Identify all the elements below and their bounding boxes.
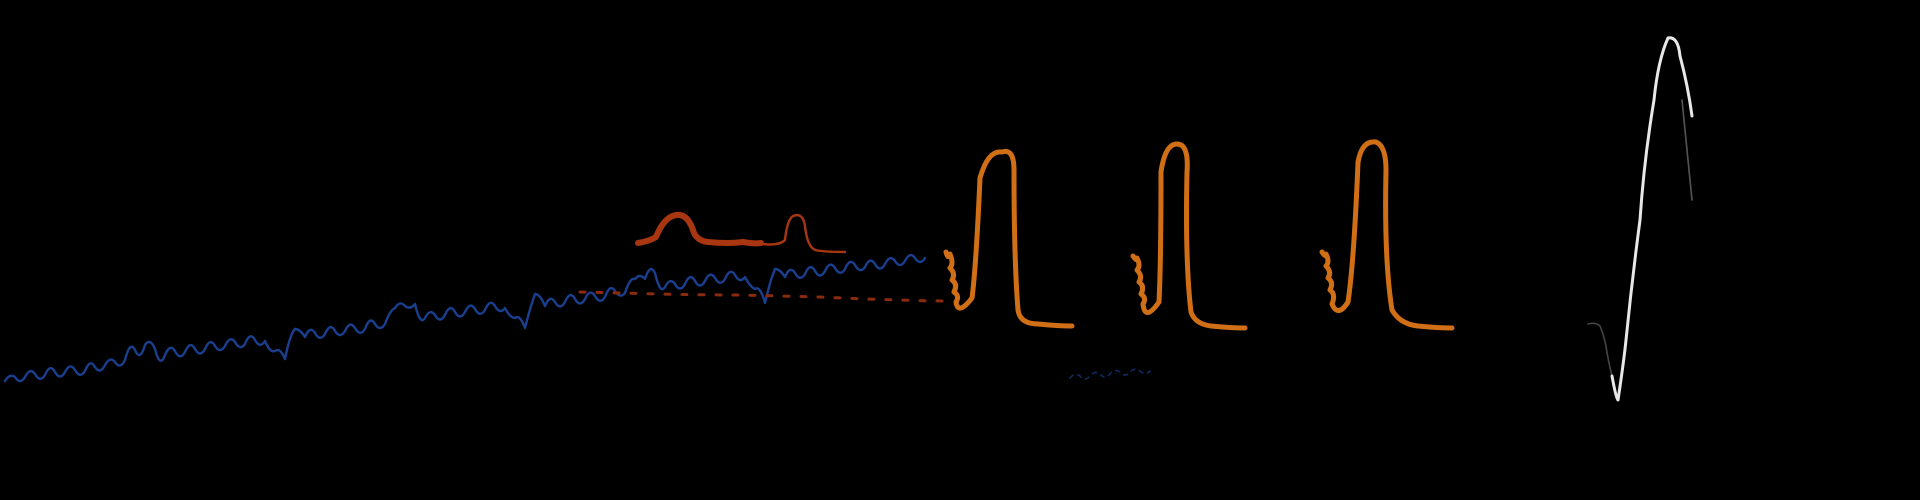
red-dashed-trail (578, 290, 952, 303)
white-spike-fade (1681, 99, 1693, 201)
orange-peak-2 (1130, 141, 1248, 331)
white-spike (1587, 36, 1694, 402)
red-trail-path (578, 290, 952, 303)
orange-peak-2-path (1130, 141, 1248, 331)
red-hump-tail (761, 213, 847, 254)
orange-peak-3 (1319, 139, 1455, 331)
orange-peak-3-path (1319, 139, 1455, 331)
white-spike-path (1610, 36, 1694, 402)
white-spike-tail-left (1587, 322, 1613, 377)
orange-peak-1-path (943, 148, 1075, 329)
blue-wave-path (3, 253, 927, 383)
small-red-hump (635, 211, 847, 254)
blue-baseline-wave (3, 253, 1151, 383)
red-hump-path (635, 211, 764, 247)
blue-wave-fade (1069, 368, 1151, 380)
orange-peak-1 (943, 148, 1075, 329)
